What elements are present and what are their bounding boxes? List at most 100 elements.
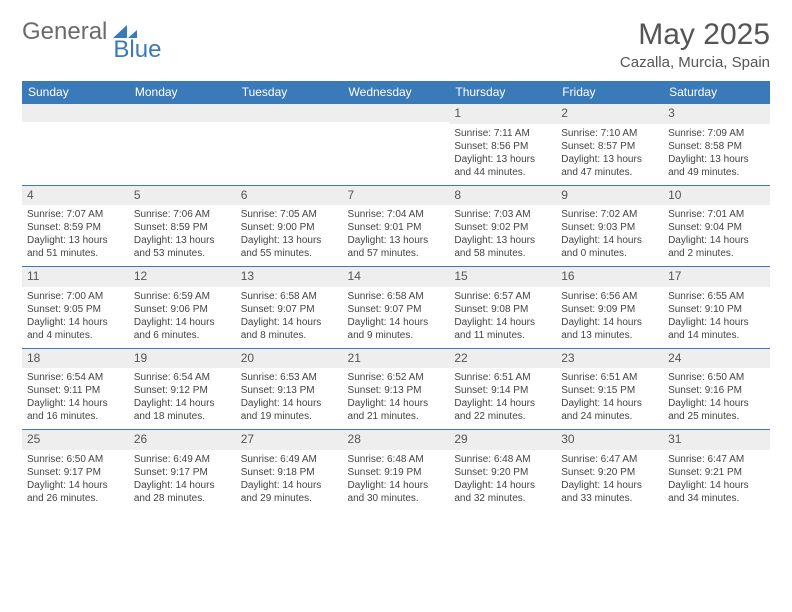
calendar-cell: 29Sunrise: 6:48 AMSunset: 9:20 PMDayligh… [449,430,556,511]
sunset-line: Sunset: 9:19 PM [348,466,445,479]
sunrise-line: Sunrise: 6:58 AM [241,290,338,303]
calendar-cell: 10Sunrise: 7:01 AMSunset: 9:04 PMDayligh… [663,185,770,267]
daylight-line-2: and 0 minutes. [561,247,658,260]
calendar-cell: 30 Sunrise: 6:47 AMSunset: 9:20 PMDayligh… [556,430,663,511]
daylight-line-1: Daylight: 13 hours [454,234,551,247]
sunset-line: Sunset: 9:13 PM [348,384,445,397]
sunrise-line: Sunrise: 7:06 AM [134,208,231,221]
logo-text-blue: Blue [113,36,161,64]
sunrise-line: Sunrise: 6:58 AM [348,290,445,303]
sunset-line: Sunset: 9:07 PM [348,303,445,316]
sunset-line: Sunset: 9:09 PM [561,303,658,316]
sunrise-line: Sunrise: 6:54 AM [134,371,231,384]
daylight-line-2: and 44 minutes. [454,166,551,179]
daylight-line-2: and 2 minutes. [668,247,765,260]
daylight-line-2: and 58 minutes. [454,247,551,260]
sunset-line: Sunset: 9:16 PM [668,384,765,397]
daylight-line-2: and 13 minutes. [561,329,658,342]
day-number: 6 [236,186,343,206]
daylight-line-2: and 25 minutes. [668,410,765,423]
sunrise-line: Sunrise: 7:03 AM [454,208,551,221]
sunset-line: Sunset: 9:20 PM [454,466,551,479]
calendar-cell: 8Sunrise: 7:03 AMSunset: 9:02 PMDaylight… [449,185,556,267]
calendar-cell: 16Sunrise: 6:56 AMSunset: 9:09 PMDayligh… [556,267,663,349]
daylight-line-2: and 33 minutes. [561,492,658,505]
calendar-cell: 7Sunrise: 7:04 AMSunset: 9:01 PMDaylight… [343,185,450,267]
sunset-line: Sunset: 8:59 PM [134,221,231,234]
daylight-line-1: Daylight: 14 hours [561,234,658,247]
sunset-line: Sunset: 8:59 PM [27,221,124,234]
daylight-line-2: and 19 minutes. [241,410,338,423]
sunset-line: Sunset: 9:03 PM [561,221,658,234]
daylight-line-2: and 53 minutes. [134,247,231,260]
daylight-line-2: and 14 minutes. [668,329,765,342]
sunset-line: Sunset: 9:18 PM [241,466,338,479]
daylight-line-1: Daylight: 14 hours [134,316,231,329]
daylight-line-2: and 57 minutes. [348,247,445,260]
daylight-line-1: Daylight: 14 hours [668,479,765,492]
weekday-header: Friday [556,81,663,104]
sunset-line: Sunset: 9:05 PM [27,303,124,316]
calendar-cell: 9Sunrise: 7:02 AMSunset: 9:03 PMDaylight… [556,185,663,267]
day-number: 26 [129,430,236,450]
calendar-cell [22,104,129,186]
sunset-line: Sunset: 9:14 PM [454,384,551,397]
day-number: 5 [129,186,236,206]
daylight-line-1: Daylight: 14 hours [668,234,765,247]
day-number: 28 [343,430,450,450]
calendar-cell: 22Sunrise: 6:51 AMSunset: 9:14 PMDayligh… [449,348,556,430]
daylight-line-1: Daylight: 14 hours [241,479,338,492]
daylight-line-2: and 30 minutes. [348,492,445,505]
calendar-cell: 11Sunrise: 7:00 AMSunset: 9:05 PMDayligh… [22,267,129,349]
sunrise-line: Sunrise: 6:47 AM [561,453,658,466]
sunrise-line: Sunrise: 7:07 AM [27,208,124,221]
calendar-cell: 12Sunrise: 6:59 AMSunset: 9:06 PMDayligh… [129,267,236,349]
calendar-cell: 26Sunrise: 6:49 AMSunset: 9:17 PMDayligh… [129,430,236,511]
calendar-cell: 5 Sunrise: 7:06 AMSunset: 8:59 PMDaylight… [129,185,236,267]
daylight-line-1: Daylight: 14 hours [454,397,551,410]
calendar-cell: 20Sunrise: 6:53 AMSunset: 9:13 PMDayligh… [236,348,343,430]
daylight-line-1: Daylight: 13 hours [668,153,765,166]
day-number: 30 [556,430,663,450]
sunrise-line: Sunrise: 7:01 AM [668,208,765,221]
daylight-line-2: and 22 minutes. [454,410,551,423]
day-number: 8 [449,186,556,206]
calendar-cell [236,104,343,186]
calendar-cell: 27Sunrise: 6:49 AMSunset: 9:18 PMDayligh… [236,430,343,511]
daylight-line-2: and 8 minutes. [241,329,338,342]
logo-text-general: General [22,18,107,46]
daylight-line-2: and 9 minutes. [348,329,445,342]
daylight-line-1: Daylight: 14 hours [348,397,445,410]
sunset-line: Sunset: 9:17 PM [27,466,124,479]
sunset-line: Sunset: 9:17 PM [134,466,231,479]
sunset-line: Sunset: 9:20 PM [561,466,658,479]
day-number: 3 [663,104,770,124]
sunset-line: Sunset: 9:10 PM [668,303,765,316]
sunset-line: Sunset: 8:56 PM [454,140,551,153]
daylight-line-2: and 55 minutes. [241,247,338,260]
day-number: 7 [343,186,450,206]
sunset-line: Sunset: 9:06 PM [134,303,231,316]
daylight-line-1: Daylight: 14 hours [454,316,551,329]
day-number: 25 [22,430,129,450]
daylight-line-2: and 18 minutes. [134,410,231,423]
calendar-cell: 15Sunrise: 6:57 AMSunset: 9:08 PMDayligh… [449,267,556,349]
day-number: 12 [129,267,236,287]
day-number: 18 [22,349,129,369]
calendar-cell: 19Sunrise: 6:54 AMSunset: 9:12 PMDayligh… [129,348,236,430]
daylight-line-1: Daylight: 14 hours [561,397,658,410]
location-label: Cazalla, Murcia, Spain [620,54,770,71]
daylight-line-2: and 16 minutes. [27,410,124,423]
daylight-line-1: Daylight: 14 hours [561,479,658,492]
daylight-line-1: Daylight: 14 hours [454,479,551,492]
daylight-line-1: Daylight: 13 hours [561,153,658,166]
daylight-line-1: Daylight: 14 hours [134,479,231,492]
calendar-cell: 2Sunrise: 7:10 AMSunset: 8:57 PMDaylight… [556,104,663,186]
sunrise-line: Sunrise: 6:56 AM [561,290,658,303]
calendar-cell: 3Sunrise: 7:09 AMSunset: 8:58 PMDaylight… [663,104,770,186]
daylight-line-1: Daylight: 13 hours [134,234,231,247]
sunrise-line: Sunrise: 6:50 AM [27,453,124,466]
day-number: 29 [449,430,556,450]
sunset-line: Sunset: 9:08 PM [454,303,551,316]
daylight-line-1: Daylight: 13 hours [454,153,551,166]
